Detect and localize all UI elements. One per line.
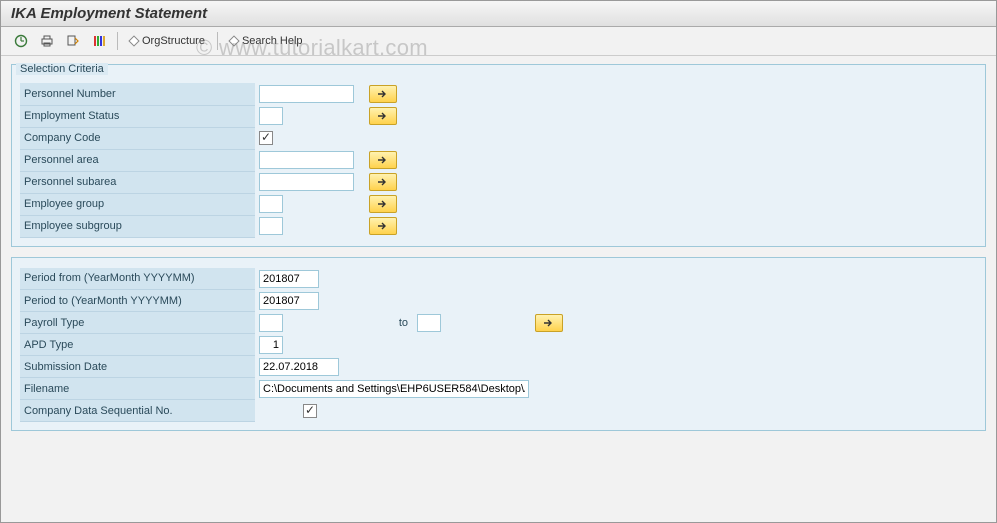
group-title: Selection Criteria: [16, 63, 108, 75]
search-help-label: Search Help: [242, 35, 303, 47]
multi-select-button[interactable]: [535, 314, 563, 332]
toolbar: OrgStructure Search Help: [1, 27, 996, 56]
parameters-group: Period from (YearMonth YYYYMM) Period to…: [11, 257, 986, 432]
label-submission-date: Submission Date: [20, 356, 255, 378]
toolbar-divider: [217, 32, 218, 50]
window-title: IKA Employment Statement: [1, 1, 996, 27]
multi-select-button[interactable]: [369, 107, 397, 125]
label-filename: Filename: [20, 378, 255, 400]
personnel-number-input[interactable]: [259, 85, 354, 103]
personnel-subarea-input[interactable]: [259, 173, 354, 191]
selection-criteria-group: Selection Criteria Personnel Number Empl…: [11, 64, 986, 247]
submission-date-input[interactable]: [259, 358, 339, 376]
toolbar-divider: [117, 32, 118, 50]
multi-select-button[interactable]: [369, 173, 397, 191]
label-employee-subgroup: Employee subgroup: [20, 215, 255, 237]
payroll-type-to-input[interactable]: [417, 314, 441, 332]
rainbow-icon[interactable]: [89, 31, 109, 51]
multi-select-button[interactable]: [369, 195, 397, 213]
apd-type-input[interactable]: [259, 336, 283, 354]
period-to-input[interactable]: [259, 292, 319, 310]
diamond-icon: [128, 35, 139, 46]
multi-select-button[interactable]: [369, 85, 397, 103]
variant-icon[interactable]: [63, 31, 83, 51]
label-company-seq: Company Data Sequential No.: [20, 400, 255, 422]
label-employment-status: Employment Status: [20, 105, 255, 127]
employee-group-input[interactable]: [259, 195, 283, 213]
period-from-input[interactable]: [259, 270, 319, 288]
multi-select-button[interactable]: [369, 151, 397, 169]
employment-status-input[interactable]: [259, 107, 283, 125]
org-structure-label: OrgStructure: [142, 35, 205, 47]
multi-select-button[interactable]: [369, 217, 397, 235]
content-area: Selection Criteria Personnel Number Empl…: [1, 56, 996, 449]
employee-subgroup-input[interactable]: [259, 217, 283, 235]
payroll-to-label: to: [399, 317, 408, 329]
label-apd-type: APD Type: [20, 334, 255, 356]
personnel-area-input[interactable]: [259, 151, 354, 169]
org-structure-button[interactable]: OrgStructure: [126, 31, 209, 51]
company-seq-checkbox[interactable]: [303, 404, 317, 418]
label-employee-group: Employee group: [20, 193, 255, 215]
print-icon[interactable]: [37, 31, 57, 51]
label-personnel-area: Personnel area: [20, 149, 255, 171]
diamond-icon: [228, 35, 239, 46]
payroll-type-from-input[interactable]: [259, 314, 283, 332]
filename-input[interactable]: [259, 380, 529, 398]
label-payroll-type: Payroll Type: [20, 312, 255, 334]
execute-icon[interactable]: [11, 31, 31, 51]
label-period-from: Period from (YearMonth YYYYMM): [20, 268, 255, 290]
company-code-checkbox[interactable]: [259, 131, 273, 145]
label-period-to: Period to (YearMonth YYYYMM): [20, 290, 255, 312]
label-company-code: Company Code: [20, 127, 255, 149]
label-personnel-number: Personnel Number: [20, 83, 255, 105]
search-help-button[interactable]: Search Help: [226, 31, 307, 51]
label-personnel-subarea: Personnel subarea: [20, 171, 255, 193]
